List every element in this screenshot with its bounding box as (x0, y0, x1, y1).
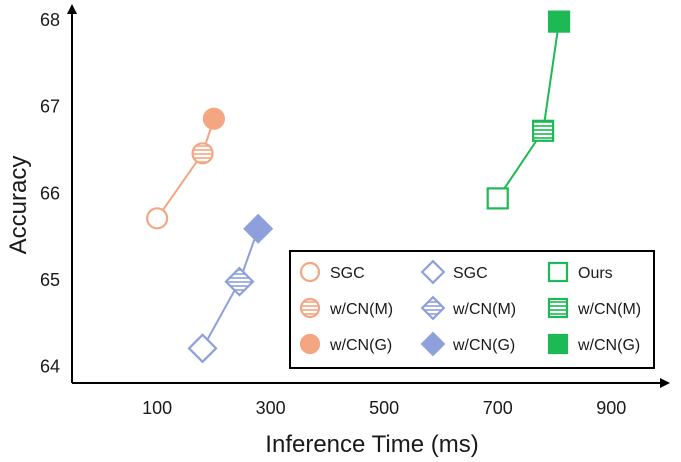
x-tick-label: 100 (142, 398, 172, 418)
green-squares-point-ours (486, 187, 509, 210)
y-tick-labels: 64 65 66 67 68 (40, 10, 60, 377)
legend-label: w/CN(M) (329, 301, 393, 318)
orange-circles-point-sgc (146, 207, 169, 230)
blue-diamonds-point-w-cn-m (224, 266, 255, 297)
y-tick-label: 65 (40, 270, 60, 290)
x-tick-label: 900 (596, 398, 626, 418)
orange-circles-point-w-cn-m (191, 142, 214, 165)
legend-label: w/CN(G) (577, 337, 640, 354)
legend-label: SGC (330, 265, 365, 282)
legend-label: Ours (578, 265, 613, 282)
y-tick-label: 68 (40, 10, 60, 30)
legend-marker-circle-none (299, 261, 321, 283)
legend-label: w/CN(M) (452, 301, 516, 318)
x-tick-label: 700 (483, 398, 513, 418)
y-axis-label: Accuracy (5, 156, 32, 255)
x-axis-label: Inference Time (ms) (265, 431, 478, 458)
legend-marker-circle-hatch (299, 297, 321, 319)
x-tick-label: 300 (256, 398, 286, 418)
legend-marker-circle-solid (299, 333, 321, 355)
green-squares-line (496, 21, 561, 199)
legend-label: SGC (453, 265, 488, 282)
legend-label: w/CN(G) (452, 337, 515, 354)
orange-circles-point-w-cn-g (202, 107, 226, 130)
legend-marker-square-solid (547, 333, 569, 355)
green-squares-point-w-cn-m (532, 119, 555, 142)
legend-box (289, 250, 655, 369)
blue-diamonds-line (201, 228, 260, 349)
x-tick-labels: 100 300 500 700 900 (142, 398, 626, 418)
blue-diamonds-point-sgc (187, 333, 218, 364)
y-tick-label: 67 (40, 97, 60, 117)
legend-marker-diamond-none (420, 259, 446, 285)
legend-label: w/CN(G) (329, 337, 392, 354)
blue-diamonds-point-w-cn-g (243, 213, 274, 244)
green-squares-point-w-cn-g (547, 10, 571, 33)
legend-marker-square-none (547, 261, 569, 283)
legend-marker-diamond-hatch (420, 295, 446, 321)
legend-marker-square-hatch (547, 297, 569, 319)
y-tick-label: 66 (40, 183, 60, 203)
legend-marker-diamond-solid (420, 331, 446, 357)
series-points (146, 10, 571, 364)
legend-label: w/CN(M) (577, 301, 641, 318)
y-tick-label: 64 (40, 357, 60, 377)
x-tick-label: 500 (369, 398, 399, 418)
legend: SGC w/CN(M) w/CN(G) SGC w/CN(M) w/CN(G) Ours w/… (289, 250, 655, 369)
orange-circles-line (156, 118, 215, 219)
